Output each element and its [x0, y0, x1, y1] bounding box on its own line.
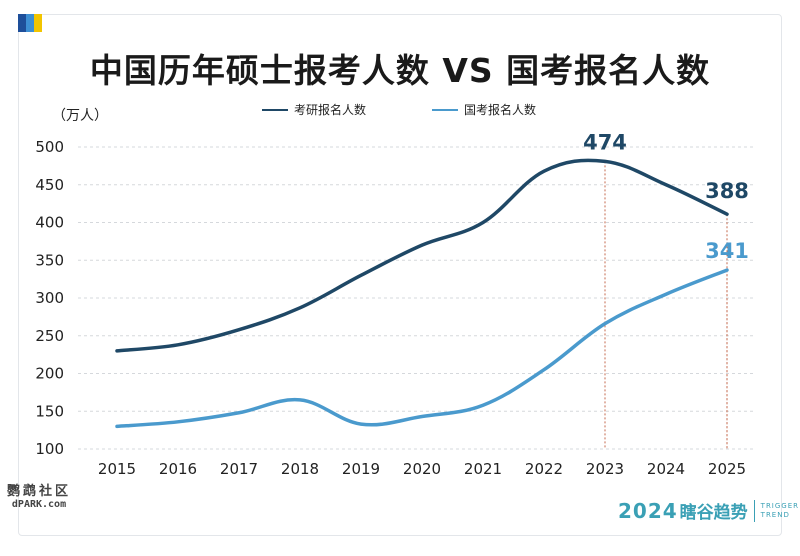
data-label-474: 474 [583, 130, 627, 154]
x-tick-label-2015: 2015 [98, 460, 136, 478]
x-tick-label-2025: 2025 [708, 460, 746, 478]
watermark-line-2: dPARK.com [11, 499, 67, 510]
data-label-388: 388 [705, 179, 749, 203]
x-tick-label-2023: 2023 [586, 460, 624, 478]
legend-swatch-series-2 [432, 108, 458, 111]
legend-swatch-series-1 [262, 108, 288, 111]
brand-english: TRIGGER TREND [761, 502, 799, 520]
x-tick-label-2019: 2019 [342, 460, 380, 478]
watermark-line-1: 鹦鹉社区 [6, 484, 71, 499]
legend-item-series-1: 考研报名人数 [262, 101, 366, 118]
brand-year: 2024 [618, 498, 678, 523]
brand-english-line-1: TRIGGER [760, 501, 800, 510]
x-tick-label-2017: 2017 [220, 460, 258, 478]
chart-title: 中国历年硕士报考人数 VS 国考报名人数 [89, 51, 711, 90]
brand-logo: 2024 瞎谷趋势 TRIGGER TREND [618, 498, 799, 524]
x-tick-label-2020: 2020 [403, 460, 441, 478]
series-line-2 [115, 268, 729, 429]
y-tick-label-250: 250 [35, 327, 64, 345]
corner-logo-icon [18, 14, 42, 32]
x-tick-label-2016: 2016 [159, 460, 197, 478]
x-tick-label-2022: 2022 [525, 460, 563, 478]
y-tick-label-200: 200 [35, 365, 64, 383]
x-tick-label-2024: 2024 [647, 460, 685, 478]
y-tick-label-500: 500 [35, 138, 64, 156]
y-tick-label-450: 450 [35, 176, 64, 194]
series-line-1 [115, 158, 729, 353]
legend-label-series-2: 国考报名人数 [464, 103, 537, 117]
legend-label-series-1: 考研报名人数 [294, 103, 367, 117]
brand-english-line-2: TREND [760, 510, 790, 519]
y-tick-label-400: 400 [35, 214, 64, 232]
brand-name: 瞎谷趋势 [679, 503, 748, 523]
x-tick-label-2021: 2021 [464, 460, 502, 478]
legend-item-series-2: 国考报名人数 [432, 101, 536, 118]
y-tick-label-100: 100 [35, 440, 64, 458]
data-label-341: 341 [705, 239, 749, 263]
watermark: 鹦鹉社区 dPARK.com [4, 480, 74, 510]
brand-separator [753, 499, 755, 522]
y-tick-label-350: 350 [35, 251, 64, 269]
y-tick-label-300: 300 [35, 289, 64, 307]
y-axis-unit-label: （万人） [52, 108, 108, 124]
y-tick-label-150: 150 [35, 402, 64, 420]
x-tick-label-2018: 2018 [281, 460, 319, 478]
